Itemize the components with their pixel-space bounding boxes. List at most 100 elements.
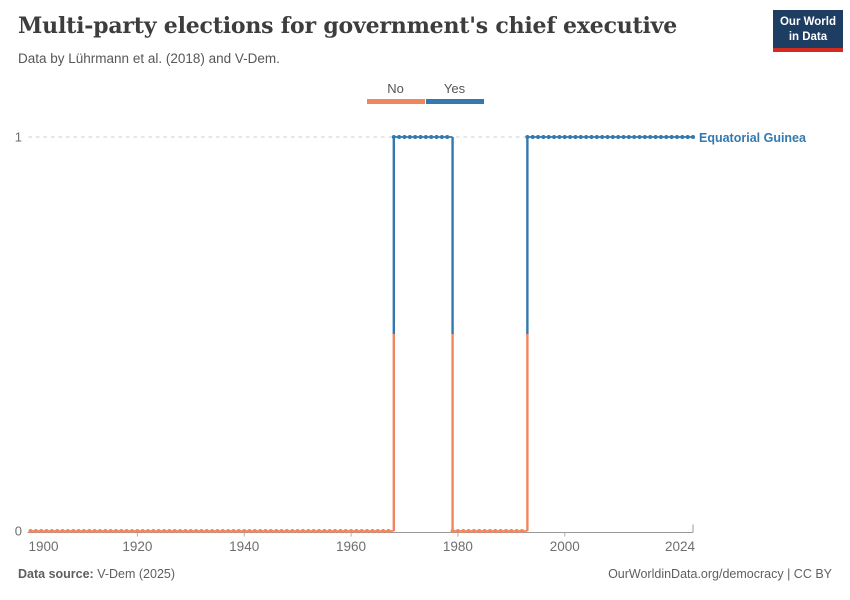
data-point-1906	[60, 529, 65, 533]
data-point-1902	[39, 529, 44, 533]
data-point-1973	[418, 135, 423, 139]
data-source-value: V-Dem (2025)	[93, 567, 176, 581]
data-point-2007	[600, 135, 605, 139]
data-point-2006	[594, 135, 599, 139]
chart-subtitle: Data by Lührmann et al. (2018) and V-Dem…	[18, 51, 280, 66]
data-point-1903	[44, 529, 49, 533]
data-point-1993	[525, 135, 530, 139]
data-point-2013	[632, 135, 637, 139]
data-point-1956	[327, 529, 332, 533]
data-point-1918	[124, 529, 129, 533]
data-point-1955	[322, 529, 327, 533]
data-point-1924	[156, 529, 161, 533]
data-point-1920	[135, 529, 140, 533]
data-point-2024	[691, 135, 695, 139]
data-point-1987	[493, 529, 498, 533]
data-point-1930	[188, 529, 193, 533]
data-point-1967	[386, 529, 391, 533]
data-point-1941	[247, 529, 252, 533]
entity-label[interactable]: Equatorial Guinea	[699, 131, 807, 145]
data-point-2004	[584, 135, 589, 139]
data-point-1966	[381, 529, 386, 533]
data-point-2021	[674, 135, 679, 139]
data-point-2000	[562, 135, 567, 139]
data-point-1991	[514, 529, 519, 533]
data-point-1934	[210, 529, 215, 533]
data-point-1964	[370, 529, 375, 533]
data-point-1958	[338, 529, 343, 533]
data-point-1975	[429, 135, 434, 139]
data-point-1939	[236, 529, 241, 533]
step-line-chart[interactable]: 1900 1920 1940 1960 1980 2000 2024 0 1 Equatorial…	[0, 115, 850, 565]
data-point-1929	[183, 529, 188, 533]
credit-link[interactable]: OurWorldinData.org/democracy | CC BY	[608, 567, 832, 581]
data-point-2005	[589, 135, 594, 139]
owid-logo-line1: Our World	[779, 16, 836, 28]
page-title: Multi-party elections for government's c…	[18, 13, 678, 39]
data-point-1989	[504, 529, 509, 533]
data-point-1957	[333, 529, 338, 533]
data-point-1970	[402, 135, 407, 139]
data-point-1977	[439, 135, 444, 139]
chart-footer: Data source: V-Dem (2025) OurWorldinData…	[18, 567, 832, 581]
data-point-1901	[33, 529, 38, 533]
data-point-1927	[172, 529, 177, 533]
data-point-1945	[268, 529, 273, 533]
data-point-1990	[509, 529, 514, 533]
data-point-1954	[317, 529, 322, 533]
data-point-2002	[573, 135, 578, 139]
data-point-2019	[664, 135, 669, 139]
data-point-1909	[76, 529, 81, 533]
data-point-1936	[220, 529, 225, 533]
data-point-1910	[81, 529, 86, 533]
data-point-1905	[55, 529, 60, 533]
data-point-1969	[397, 135, 402, 139]
legend-swatch-yes	[425, 99, 484, 104]
x-tick-label-1980: 1980	[443, 539, 473, 554]
data-point-2016	[648, 135, 653, 139]
data-point-1938	[231, 529, 236, 533]
owid-logo[interactable]: Our World in Data	[772, 10, 843, 53]
data-source-label: Data source:	[18, 567, 94, 581]
x-tick-label-1940: 1940	[229, 539, 259, 554]
data-point-1965	[375, 529, 380, 533]
legend-item-yes[interactable]: Yes	[425, 81, 484, 104]
data-point-1913	[97, 529, 102, 533]
data-point-1914	[103, 529, 108, 533]
legend-label-no: No	[387, 81, 404, 96]
data-point-2022	[680, 135, 685, 139]
data-point-1944	[263, 529, 268, 533]
data-point-1919	[130, 529, 135, 533]
data-point-1992	[520, 529, 525, 533]
data-point-1984	[477, 529, 482, 533]
data-point-1908	[71, 529, 76, 533]
y-tick-label-1: 1	[15, 130, 22, 145]
data-point-1979	[450, 529, 455, 533]
data-point-1921	[140, 529, 145, 533]
data-point-2020	[669, 135, 674, 139]
data-point-1980	[455, 529, 460, 533]
x-tick-label-1960: 1960	[336, 539, 366, 554]
y-tick-label-0: 0	[15, 524, 22, 539]
data-point-1904	[49, 529, 54, 533]
data-source-note[interactable]: Data source: V-Dem (2025)	[18, 567, 175, 581]
legend-item-no[interactable]: No	[366, 81, 425, 104]
data-point-1932	[199, 529, 204, 533]
data-point-1946	[274, 529, 279, 533]
data-point-2012	[626, 135, 631, 139]
data-point-1996	[541, 135, 546, 139]
data-point-1995	[536, 135, 541, 139]
data-point-1943	[258, 529, 263, 533]
data-point-1988	[498, 529, 503, 533]
data-point-1948	[284, 529, 289, 533]
data-point-1947	[279, 529, 284, 533]
data-point-1926	[167, 529, 172, 533]
data-point-1960	[349, 529, 354, 533]
data-point-2017	[653, 135, 658, 139]
data-point-2003	[578, 135, 583, 139]
x-tick-label-2024: 2024	[665, 539, 696, 554]
data-point-2009	[610, 135, 615, 139]
data-point-1983	[471, 529, 476, 533]
data-point-2010	[616, 135, 621, 139]
legend-label-yes: Yes	[443, 81, 466, 96]
